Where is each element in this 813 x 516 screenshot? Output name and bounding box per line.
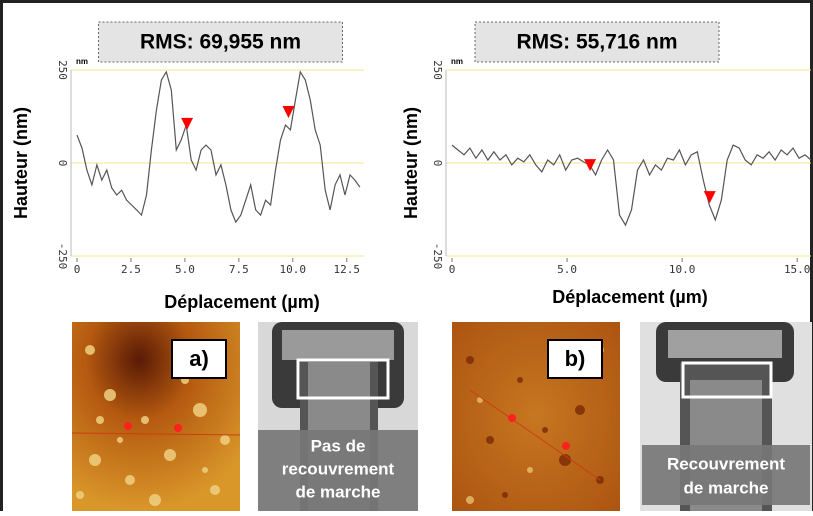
x-tick-label: 5.0 xyxy=(175,263,195,276)
y-unit: nm xyxy=(451,57,463,66)
caption: Recouvrement xyxy=(667,454,785,473)
profile-line xyxy=(76,70,361,224)
x-tick-label: 10.0 xyxy=(669,263,696,276)
x-tick-label: 0 xyxy=(449,263,456,276)
y-tick-label: -250 xyxy=(431,243,444,270)
panel-label: a) xyxy=(189,346,209,371)
label-box xyxy=(171,339,227,379)
x-tick-label: 2.5 xyxy=(121,263,141,276)
title-box xyxy=(98,21,343,63)
caption: recouvrement xyxy=(282,459,395,478)
label-box xyxy=(547,339,603,379)
y-tick-label: 250 xyxy=(56,60,69,80)
caption-box xyxy=(642,445,810,505)
x-tick-label: 15.0 xyxy=(784,263,811,276)
x-tick-label: 10.0 xyxy=(280,263,307,276)
y-axis-label: Hauteur (nm) xyxy=(401,107,421,219)
caption: de marche xyxy=(295,482,380,501)
x-tick-label: 5.0 xyxy=(557,263,577,276)
x-axis-label: Déplacement (µm) xyxy=(552,287,707,307)
y-tick-label: 0 xyxy=(431,160,444,167)
y-tick-label: -250 xyxy=(56,243,69,270)
marker xyxy=(181,117,194,130)
profile-line xyxy=(451,144,812,227)
marker xyxy=(282,105,295,118)
title-box xyxy=(474,21,720,63)
x-tick-label: 12.5 xyxy=(333,263,360,276)
x-tick-label: 7.5 xyxy=(229,263,249,276)
y-tick-label: 250 xyxy=(431,60,444,80)
y-axis-label: Hauteur (nm) xyxy=(11,107,31,219)
marker xyxy=(584,159,597,172)
y-unit: nm xyxy=(76,57,88,66)
x-tick-label: 0 xyxy=(74,263,81,276)
caption: de marche xyxy=(683,478,768,497)
marker xyxy=(703,191,716,204)
x-axis-label: Déplacement (µm) xyxy=(164,292,319,312)
chart-title: RMS: 55,716 nm xyxy=(516,31,677,54)
caption: Pas de xyxy=(311,436,366,455)
panel-label: b) xyxy=(565,346,586,371)
caption-box xyxy=(258,430,418,511)
chart-title: RMS: 69,955 nm xyxy=(140,31,301,54)
y-tick-label: 0 xyxy=(56,160,69,167)
